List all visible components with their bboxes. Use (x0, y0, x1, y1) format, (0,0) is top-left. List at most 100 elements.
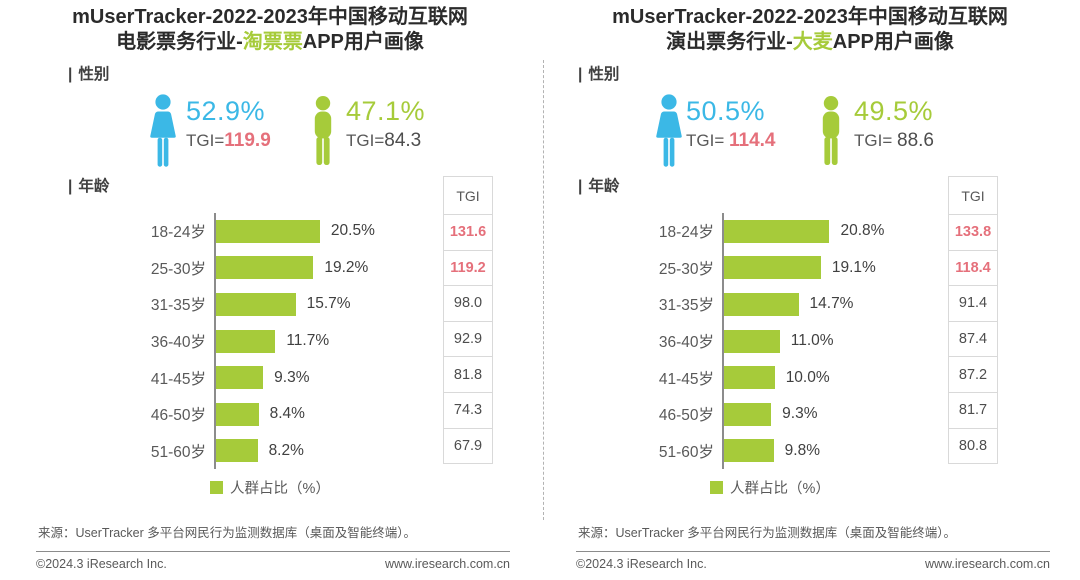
tgi-cell: 131.6 (443, 214, 493, 251)
age-category-label: 18-24岁 (658, 224, 714, 242)
age-category-label: 51-60岁 (150, 443, 206, 461)
age-category-label: 36-40岁 (150, 334, 206, 352)
chart-title-line1: mUserTracker-2022-2023年中国移动互联网 (612, 6, 1008, 28)
bar-value-label: 15.7% (306, 295, 351, 313)
population-share-bar (724, 219, 830, 243)
male-tgi-value: 88.6 (897, 130, 934, 151)
tgi-table: TGI 133.8 118.4 91.4 87.4 87.2 81.7 80.8 (948, 176, 998, 465)
age-section-label: | 年龄 (578, 178, 620, 195)
female-tgi-value: 114.4 (729, 130, 776, 151)
gender-section-label: | 性别 (68, 66, 110, 83)
bar-track: 19.2% (214, 249, 368, 287)
age-category-label: 46-50岁 (150, 407, 206, 425)
population-share-bar (216, 402, 259, 426)
population-share-bar (216, 366, 264, 390)
footer-divider (36, 551, 510, 552)
tgi-cell: 118.4 (948, 249, 998, 287)
bar-track: 8.4% (214, 395, 305, 433)
female-tgi-value: 119.9 (224, 130, 271, 151)
gender-stats: 52.9% TGI=119.9 47.1% TGI=84.3 (0, 92, 540, 170)
tgi-cell: 92.9 (443, 320, 493, 358)
female-icon (150, 94, 176, 167)
male-stats: 49.5% TGI= 88.6 (854, 96, 934, 152)
bar-track: 19.1% (722, 249, 876, 287)
gender-stats: 50.5% TGI= 114.4 49.5% TGI= 88.6 (540, 92, 1080, 170)
age-bar-row: 31-35岁 14.7% (540, 286, 884, 323)
source-note: 来源：UserTracker 多平台网民行为监测数据库（桌面及智能终端）。 (38, 526, 417, 540)
website-link[interactable]: www.iresearch.com.cn (924, 557, 1050, 571)
female-stats: 50.5% TGI= 114.4 (686, 96, 776, 152)
population-share-bar (216, 329, 276, 353)
population-share-bar (724, 439, 774, 463)
age-category-label: 41-45岁 (150, 370, 206, 388)
legend-swatch (710, 481, 724, 494)
age-bar-row: 25-30岁 19.1% (540, 249, 884, 287)
tgi-cell: 87.4 (948, 320, 998, 358)
website-link[interactable]: www.iresearch.com.cn (384, 557, 510, 571)
app-name-highlight: 淘票票 (242, 31, 303, 53)
age-bar-row: 46-50岁 8.4% (0, 395, 375, 433)
age-bar-row: 25-30岁 19.2% (0, 249, 375, 287)
age-bar-row: 18-24岁 20.8% (540, 213, 884, 250)
male-percent: 49.5% (854, 96, 934, 126)
population-share-bar (724, 402, 772, 426)
footer-bar: ©2024.3 iResearch Inc. www.iresearch.com… (576, 557, 1050, 571)
tgi-column-header: TGI (948, 176, 998, 215)
female-icon (656, 94, 682, 167)
tgi-cell: 67.9 (443, 427, 493, 465)
population-share-bar (724, 366, 775, 390)
section-marker: | (68, 66, 73, 83)
male-tgi: TGI= 88.6 (854, 130, 934, 151)
female-percent: 50.5% (686, 96, 766, 126)
age-category-label: 25-30岁 (150, 260, 206, 278)
age-bar-row: 46-50岁 9.3% (540, 395, 884, 433)
bar-track: 15.7% (214, 286, 351, 323)
tgi-cell: 133.8 (948, 214, 998, 251)
bar-value-label: 20.5% (330, 222, 375, 240)
copyright-text: ©2024.3 iResearch Inc. (36, 557, 167, 571)
male-percent: 47.1% (346, 96, 426, 126)
legend-label: 人群占比（%） (730, 481, 830, 497)
section-marker: | (68, 178, 73, 195)
chart-title-line2: 电影票务行业-淘票票APP用户画像 (116, 31, 424, 53)
population-share-bar (724, 256, 821, 280)
chart-title: mUserTracker-2022-2023年中国移动互联网 演出票务行业-大麦… (550, 5, 1070, 55)
population-share-bar (216, 439, 258, 463)
bar-value-label: 14.7% (809, 295, 854, 313)
age-bar-row: 36-40岁 11.7% (0, 322, 375, 360)
tgi-cell: 91.4 (948, 285, 998, 322)
footer-divider (576, 551, 1050, 552)
bar-track: 9.3% (722, 395, 817, 433)
chart-panel-taopiaopiao: mUserTracker-2022-2023年中国移动互联网 电影票务行业-淘票… (0, 6, 540, 571)
tgi-table: TGI 131.6 119.2 98.0 92.9 81.8 74.3 67.9 (443, 176, 493, 465)
bar-value-label: 11.7% (286, 332, 330, 350)
bar-track: 10.0% (722, 359, 830, 396)
bar-value-label: 9.8% (784, 441, 821, 459)
bar-value-label: 20.8% (840, 222, 885, 240)
age-bar-row: 41-45岁 10.0% (540, 359, 884, 396)
tgi-cell: 80.8 (948, 427, 998, 465)
age-bar-row: 31-35岁 15.7% (0, 286, 375, 323)
population-share-bar (724, 329, 780, 353)
tgi-cell: 81.7 (948, 391, 998, 429)
population-share-bar (216, 219, 320, 243)
tgi-column-header: TGI (443, 176, 493, 215)
bar-value-label: 9.3% (274, 368, 310, 386)
age-rows: 18-24岁 20.8% 25-30岁 19.1% 31-35岁 14.7% 36-40岁 1… (540, 213, 884, 470)
age-category-label: 36-40岁 (658, 334, 714, 352)
bar-track: 14.7% (722, 286, 853, 323)
bar-value-label: 8.4% (269, 405, 305, 423)
bar-track: 11.7% (214, 322, 330, 360)
age-section-label: | 年龄 (68, 178, 110, 195)
age-category-label: 41-45岁 (658, 370, 714, 388)
female-tgi: TGI= 114.4 (686, 130, 776, 151)
panel-divider-dashed (543, 60, 544, 520)
tgi-cell: 119.2 (443, 249, 493, 287)
age-bar-row: 41-45岁 9.3% (0, 359, 375, 396)
chart-legend: 人群占比（%） (500, 477, 1040, 498)
chart-title-line1: mUserTracker-2022-2023年中国移动互联网 (72, 6, 468, 28)
male-tgi-value: 84.3 (384, 130, 422, 151)
chart-legend: 人群占比（%） (0, 477, 540, 498)
tgi-cell: 98.0 (443, 285, 493, 322)
